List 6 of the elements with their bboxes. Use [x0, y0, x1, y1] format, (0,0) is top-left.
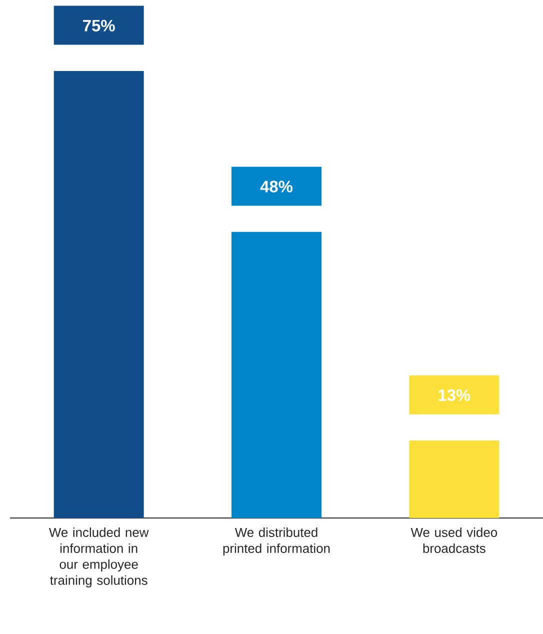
data-label: 13%: [438, 389, 470, 402]
x-tick-label: We distributed printed information: [223, 528, 330, 556]
x-tick-label: We included new information in our employee training solutions: [48, 528, 149, 588]
x-tick-label: We used video broadcasts: [410, 528, 498, 553]
data-label: 75%: [83, 20, 115, 32]
data-label: 48%: [260, 180, 293, 192]
